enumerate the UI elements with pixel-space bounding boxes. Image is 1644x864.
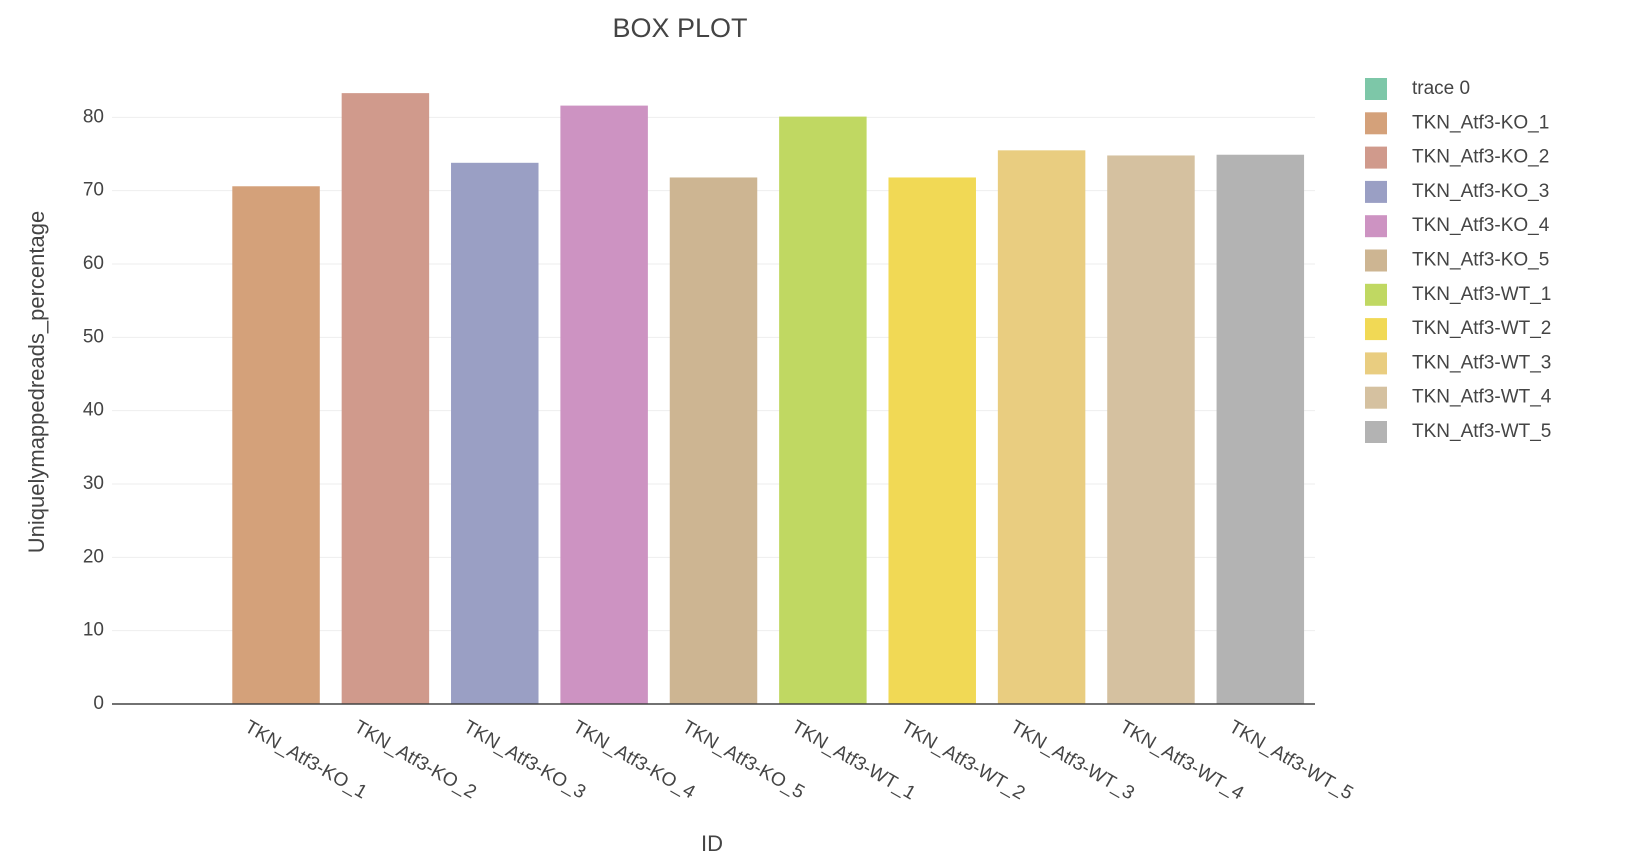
legend-label[interactable]: TKN_Atf3-KO_4 xyxy=(1412,215,1550,236)
y-axis-title: Uniquelymappedreads_percentage xyxy=(24,211,49,553)
legend-swatch[interactable] xyxy=(1365,215,1387,238)
legend-label[interactable]: TKN_Atf3-KO_2 xyxy=(1412,147,1549,168)
legend-swatch[interactable] xyxy=(1365,386,1387,409)
bar xyxy=(669,177,758,704)
legend-swatch[interactable] xyxy=(1365,283,1387,306)
bar xyxy=(888,177,976,704)
chart-title: BOX PLOT xyxy=(612,13,747,43)
y-tick-label: 50 xyxy=(83,326,104,347)
y-tick-label: 70 xyxy=(83,180,104,201)
y-tick-label: 30 xyxy=(83,473,104,494)
legend-swatch[interactable] xyxy=(1365,146,1387,169)
y-tick-label: 60 xyxy=(83,253,104,274)
bar xyxy=(779,116,867,705)
legend-swatch[interactable] xyxy=(1365,249,1387,272)
y-tick-label: 80 xyxy=(83,106,104,127)
bar xyxy=(1107,155,1195,704)
bar xyxy=(997,150,1086,705)
bar xyxy=(451,162,539,705)
x-tick-label: TKN_Atf3-KO_3 xyxy=(460,716,589,803)
legend-swatch[interactable] xyxy=(1365,78,1387,100)
y-tick-label: 10 xyxy=(83,620,104,641)
bar xyxy=(560,105,648,705)
legend-label[interactable]: TKN_Atf3-WT_2 xyxy=(1412,318,1551,339)
x-tick-label: TKN_Atf3-KO_1 xyxy=(241,716,370,803)
legend-swatch[interactable] xyxy=(1365,180,1387,203)
legend-label[interactable]: TKN_Atf3-WT_4 xyxy=(1412,387,1552,408)
y-tick-label: 40 xyxy=(83,400,104,421)
y-tick-label: 20 xyxy=(83,546,104,567)
legend-label[interactable]: TKN_Atf3-WT_5 xyxy=(1412,421,1551,442)
bar xyxy=(232,186,320,704)
x-tick-label: TKN_Atf3-KO_5 xyxy=(678,716,807,803)
y-tick-label: 0 xyxy=(93,693,104,714)
x-tick-label: TKN_Atf3-WT_5 xyxy=(1225,716,1356,804)
legend-swatch[interactable] xyxy=(1365,112,1387,135)
x-axis-title: ID xyxy=(701,831,723,856)
legend-swatch[interactable] xyxy=(1365,352,1387,375)
legend-label[interactable]: TKN_Atf3-WT_3 xyxy=(1412,352,1551,373)
bar xyxy=(341,93,430,705)
legend-label[interactable]: TKN_Atf3-WT_1 xyxy=(1412,284,1551,305)
x-tick-label: TKN_Atf3-KO_2 xyxy=(350,716,479,803)
legend-label[interactable]: TKN_Atf3-KO_5 xyxy=(1412,250,1549,271)
bar xyxy=(1216,154,1305,704)
legend-swatch[interactable] xyxy=(1365,318,1387,341)
x-tick-label: TKN_Atf3-KO_4 xyxy=(569,716,699,803)
legend-label[interactable]: TKN_Atf3-KO_3 xyxy=(1412,181,1549,202)
legend-label[interactable]: TKN_Atf3-KO_1 xyxy=(1412,112,1549,133)
legend-label[interactable]: trace 0 xyxy=(1412,78,1470,99)
legend-swatch[interactable] xyxy=(1365,421,1387,443)
